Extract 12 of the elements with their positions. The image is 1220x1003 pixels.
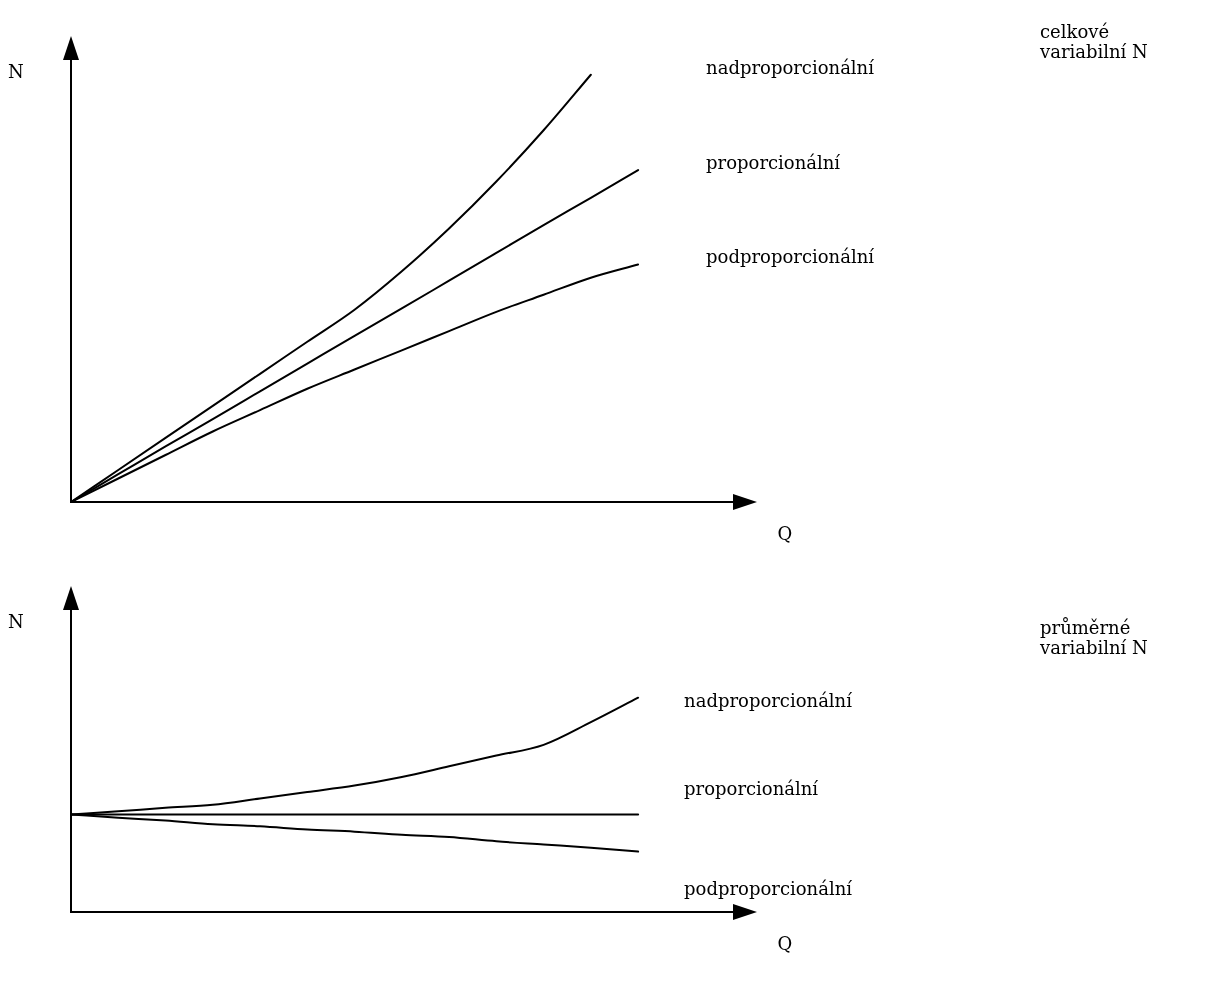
- text: proporcionální: [706, 152, 841, 173]
- y-axis-title: N: [8, 611, 24, 632]
- text: nadproporcionální: [684, 689, 852, 711]
- text: podproporcionální: [706, 246, 875, 268]
- text: nadproporcionální: [706, 56, 874, 78]
- text: průměrné variabilní N: [1040, 617, 1149, 658]
- x-axis-title: Q: [777, 523, 793, 544]
- text: proporcionální: [684, 778, 819, 800]
- text: podproporcionální: [684, 877, 853, 899]
- y-axis-title: N: [8, 61, 24, 82]
- x-axis-title: Q: [777, 933, 793, 954]
- text: celkové variabilní N: [1040, 21, 1149, 62]
